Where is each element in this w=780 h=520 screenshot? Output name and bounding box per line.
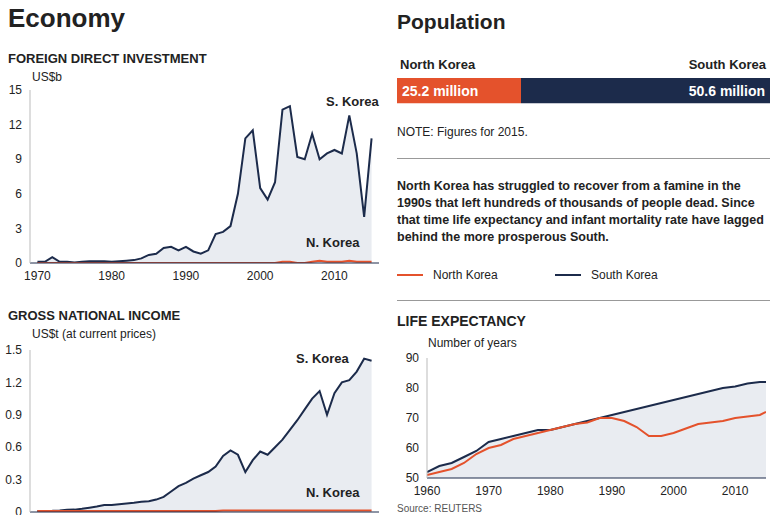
html-text:North Korea has struggled to r: North Korea has struggled to recover fro… [397,179,764,244]
html-text:Number of years: Number of years [428,336,517,350]
html-text:GROSS NATIONAL INCOME: GROSS NATIONAL INCOME [8,308,181,323]
html-text:N. Korea: N. Korea [306,485,360,500]
svg-text:50: 50 [406,471,420,485]
svg-text:90: 90 [406,353,420,365]
html-text:North Korea: North Korea [433,268,498,282]
svg-text:50.6 million: 50.6 million [689,83,765,99]
svg-text:1970: 1970 [475,484,502,498]
svg-text:1990: 1990 [599,484,626,498]
html-text:NOTE: Figures for 2015.: NOTE: Figures for 2015. [397,125,528,139]
svg-text:2010: 2010 [722,484,749,498]
svg-text:1980: 1980 [98,269,125,283]
svg-text:1980: 1980 [537,484,564,498]
html-text:US$t (at current prices): US$t (at current prices) [32,327,156,341]
svg-text:0: 0 [15,505,22,515]
html-text:South Korea: South Korea [688,57,766,72]
svg-text:25.2 million: 25.2 million [402,83,478,99]
svg-text:80: 80 [406,381,420,395]
html-text:Source: REUTERS: Source: REUTERS [397,503,482,514]
svg-text:1.5: 1.5 [8,345,22,357]
html-text:LIFE EXPECTANCY: LIFE EXPECTANCY [397,313,526,329]
svg-text:3: 3 [15,222,22,236]
svg-text:0.9: 0.9 [8,408,22,422]
svg-text:15: 15 [9,85,23,97]
svg-text:70: 70 [406,411,420,425]
svg-text:1960: 1960 [414,484,441,498]
svg-text:0: 0 [15,256,22,270]
svg-text:2000: 2000 [247,269,274,283]
html-text:S. Korea: S. Korea [296,351,349,366]
html-text:N. Korea: N. Korea [306,235,360,250]
svg-text:12: 12 [9,118,23,132]
html-text:US$b: US$b [32,70,62,84]
svg-text:1970: 1970 [24,269,51,283]
svg-text:1.2: 1.2 [8,376,22,390]
svg-text:6: 6 [15,187,22,201]
svg-text:2000: 2000 [660,484,687,498]
svg-text:9: 9 [15,152,22,166]
svg-text:2010: 2010 [321,269,348,283]
svg-text:0.3: 0.3 [8,473,22,487]
html-text:FOREIGN DIRECT INVESTMENT: FOREIGN DIRECT INVESTMENT [8,51,207,66]
svg-text:60: 60 [406,441,420,455]
html-text:South Korea: South Korea [591,268,658,282]
html-text:North Korea: North Korea [400,57,476,72]
svg-text:1990: 1990 [173,269,200,283]
html-text:Population: Population [397,10,506,33]
svg-text:0.6: 0.6 [8,440,22,454]
html-text:S. Korea: S. Korea [326,94,379,109]
html-text:Economy: Economy [8,3,125,33]
